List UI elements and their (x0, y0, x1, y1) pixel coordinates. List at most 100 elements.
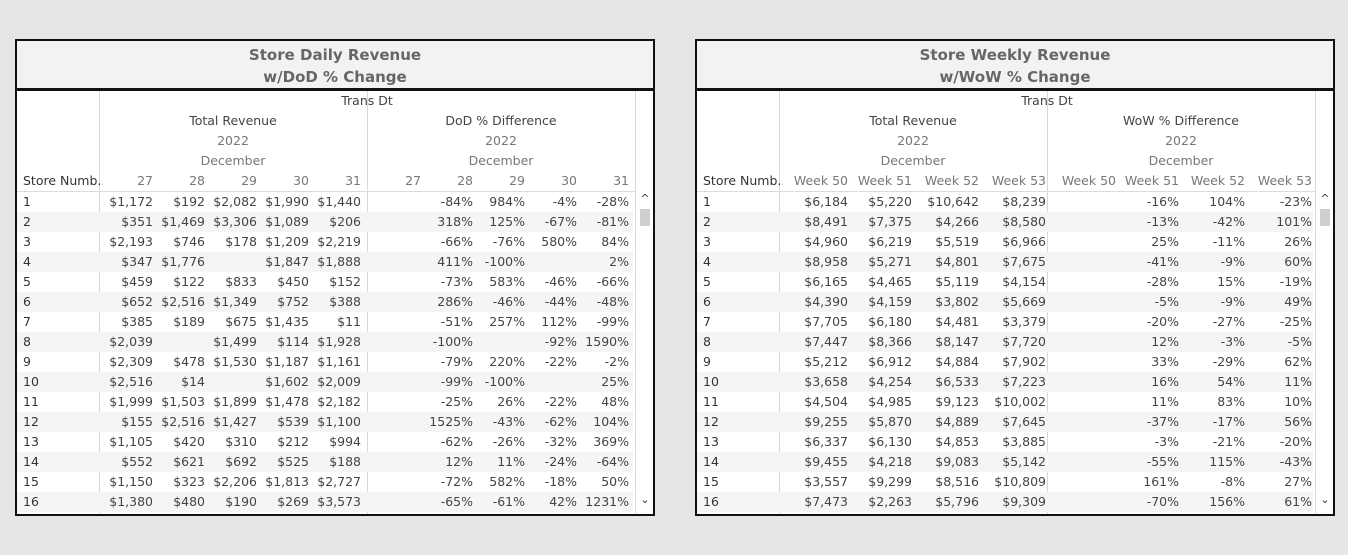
revenue-cell: $5,796 (935, 494, 979, 509)
revenue-cell: $2,193 (109, 234, 153, 249)
pct-change-cell: 984% (489, 194, 525, 209)
pct-change-cell: -3% (1154, 434, 1179, 449)
pct-change-cell: 257% (489, 314, 525, 329)
pct-change-cell: 1231% (585, 494, 629, 509)
revenue-cell: $4,960 (804, 234, 848, 249)
store-number: 16 (703, 494, 719, 509)
weekly-crosstab[interactable]: Trans Dt Total Revenue 2022 December WoW % D… (697, 91, 1333, 514)
revenue-cell: $994 (329, 434, 361, 449)
pct-change-cell: -23% (1279, 194, 1312, 209)
revenue-cell: $114 (277, 334, 309, 349)
pct-change-cell: 411% (437, 254, 473, 269)
weekly-title-line2: w/WoW % Change (939, 68, 1091, 86)
pct-change-cell: 112% (541, 314, 577, 329)
revenue-cell: $9,299 (868, 474, 912, 489)
store-number-header[interactable]: Store Numb.. (703, 173, 783, 188)
table-row: 2 $351 $1,469 $3,306 $1,089 $206 318% 125% -67% -… (17, 212, 633, 232)
trans-dt-header: Trans Dt (341, 93, 393, 108)
revenue-cell: $5,142 (1002, 454, 1046, 469)
revenue-cell: $5,870 (868, 414, 912, 429)
pct-change-cell: 60% (1284, 254, 1312, 269)
revenue-cell: $1,847 (265, 254, 309, 269)
revenue-cell: $833 (225, 274, 257, 289)
revenue-cell: $178 (225, 234, 257, 249)
pct-change-cell: -32% (544, 434, 577, 449)
pct-change-cell: -66% (440, 234, 473, 249)
revenue-cell: $539 (277, 414, 309, 429)
revenue-cell: $2,206 (213, 474, 257, 489)
table-row: 4 $8,958 $5,271 $4,801 $7,675 -41% -9% 60% (697, 252, 1313, 272)
pct-change-cell: 56% (1284, 414, 1312, 429)
column-header: 28 (457, 173, 473, 188)
pct-change-cell: -92% (544, 334, 577, 349)
pct-change-cell: 12% (1151, 334, 1179, 349)
revenue-cell: $2,082 (213, 194, 257, 209)
store-number: 5 (23, 274, 31, 289)
revenue-cell: $2,727 (317, 474, 361, 489)
revenue-cell: $1,813 (265, 474, 309, 489)
month-header: December (468, 153, 534, 168)
revenue-cell: $2,219 (317, 234, 361, 249)
revenue-cell: $7,902 (1002, 354, 1046, 369)
revenue-cell: $5,220 (868, 194, 912, 209)
scroll-up-arrow-icon[interactable]: ^ (640, 192, 650, 205)
pct-change-cell: 583% (489, 274, 525, 289)
revenue-cell: $5,519 (935, 234, 979, 249)
table-row: 8 $2,039 $1,499 $114 $1,928 -100% -92% 1590% (17, 332, 633, 352)
daily-crosstab[interactable]: Trans Dt Total Revenue 2022 December DoD % D… (17, 91, 653, 514)
scroll-up-arrow-icon[interactable]: ^ (1320, 192, 1330, 205)
revenue-cell: $2,516 (161, 414, 205, 429)
pct-change-cell: -73% (440, 274, 473, 289)
column-header: Week 50 (793, 173, 848, 188)
pct-change-cell: -61% (492, 494, 525, 509)
revenue-cell: $1,435 (265, 314, 309, 329)
pct-change-cell: 16% (1151, 374, 1179, 389)
pct-change-cell: -20% (1146, 314, 1179, 329)
revenue-cell: $4,159 (868, 294, 912, 309)
table-row: 3 $4,960 $6,219 $5,519 $6,966 25% -11% 26% (697, 232, 1313, 252)
revenue-cell: $3,379 (1002, 314, 1046, 329)
scroll-down-arrow-icon[interactable]: ⌄ (1320, 493, 1330, 506)
scrollbar-thumb[interactable] (1320, 209, 1330, 226)
revenue-cell: $8,239 (1002, 194, 1046, 209)
pct-change-cell: -9% (1220, 294, 1245, 309)
store-number: 13 (703, 434, 719, 449)
revenue-cell: $1,530 (213, 354, 257, 369)
pct-change-cell: -70% (1146, 494, 1179, 509)
revenue-cell: $1,172 (109, 194, 153, 209)
revenue-cell: $6,337 (804, 434, 848, 449)
revenue-cell: $1,888 (317, 254, 361, 269)
revenue-cell: $9,309 (1002, 494, 1046, 509)
table-row: 13 $1,105 $420 $310 $212 $994 -62% -26% -32% 369% (17, 432, 633, 452)
pct-change-cell: -84% (440, 194, 473, 209)
table-row: 6 $4,390 $4,159 $3,802 $5,669 -5% -9% 49% (697, 292, 1313, 312)
store-number-header[interactable]: Store Numb.. (23, 173, 103, 188)
store-number: 9 (23, 354, 31, 369)
table-row: 3 $2,193 $746 $178 $1,209 $2,219 -66% -76% 580% 8… (17, 232, 633, 252)
revenue-cell: $206 (329, 214, 361, 229)
pct-change-cell: -44% (544, 294, 577, 309)
year-header: 2022 (217, 133, 249, 148)
column-header: 29 (241, 173, 257, 188)
pct-change-cell: 115% (1209, 454, 1245, 469)
pct-change-cell: 582% (489, 474, 525, 489)
revenue-cell: $10,642 (927, 194, 979, 209)
pct-change-cell: -65% (440, 494, 473, 509)
vertical-scrollbar[interactable]: ^ ⌄ (637, 191, 653, 512)
revenue-cell: $7,720 (1002, 334, 1046, 349)
store-number: 7 (23, 314, 31, 329)
store-number: 4 (23, 254, 31, 269)
vertical-scrollbar[interactable]: ^ ⌄ (1317, 191, 1333, 512)
store-number: 9 (703, 354, 711, 369)
revenue-cell: $1,209 (265, 234, 309, 249)
revenue-cell: $3,802 (935, 294, 979, 309)
revenue-cell: $480 (173, 494, 205, 509)
revenue-cell: $1,349 (213, 294, 257, 309)
scroll-down-arrow-icon[interactable]: ⌄ (640, 493, 650, 506)
daily-title-line1: Store Daily Revenue (248, 46, 422, 64)
revenue-cell: $4,801 (935, 254, 979, 269)
pct-change-cell: 12% (445, 454, 473, 469)
scrollbar-thumb[interactable] (640, 209, 650, 226)
revenue-cell: $675 (225, 314, 257, 329)
pct-change-cell: 2% (609, 254, 629, 269)
